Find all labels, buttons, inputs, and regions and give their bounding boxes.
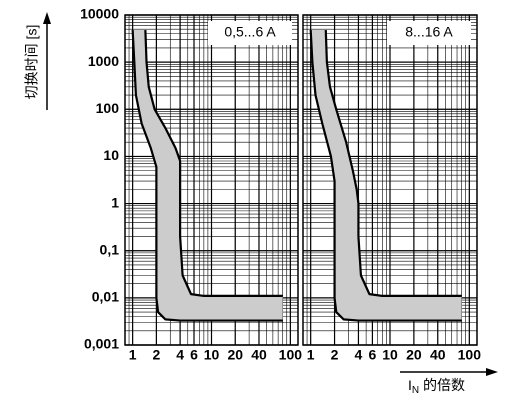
- x-axis-label-sub: N: [412, 385, 419, 396]
- y-tick-label: 100: [96, 100, 120, 116]
- x-tick-label: 40: [430, 347, 446, 363]
- x-tick-label: 4: [176, 347, 184, 363]
- x-tick-label: 2: [152, 347, 160, 363]
- x-tick-label: 20: [406, 347, 422, 363]
- x-tick-label: 100: [279, 347, 303, 363]
- panel-title: 0,5...6 A: [224, 24, 276, 40]
- x-axis-label-rest: 的倍数: [419, 377, 465, 393]
- band-boundary: [309, 29, 462, 322]
- y-tick-label: 0,001: [84, 336, 119, 352]
- y-tick-label: 0,01: [92, 289, 119, 305]
- x-tick-label: 1: [129, 347, 137, 363]
- x-tick-label: 40: [251, 347, 267, 363]
- x-tick-label: 1: [307, 347, 315, 363]
- panel-title-box: [387, 21, 471, 45]
- y-axis-label: 切换时间 [s]: [24, 25, 40, 100]
- x-axis-label: IN 的倍数: [408, 377, 465, 396]
- panel-title: 8...16 A: [405, 24, 453, 40]
- x-tick-label: 10: [204, 347, 220, 363]
- plot-frame: [302, 14, 478, 346]
- x-tick-label: 2: [331, 347, 339, 363]
- x-tick-label: 6: [369, 347, 377, 363]
- plot-frame: [124, 14, 299, 346]
- x-tick-label: 6: [190, 347, 198, 363]
- band-boundary: [144, 29, 283, 298]
- band-area: [132, 30, 283, 321]
- y-tick-label: 1: [111, 194, 119, 210]
- x-tick-label: 4: [355, 347, 363, 363]
- x-tick-label: 100: [458, 347, 482, 363]
- x-axis-arrowhead: [486, 368, 498, 376]
- band-area: [310, 30, 462, 321]
- x-tick-label: 10: [382, 347, 398, 363]
- y-tick-label: 0,1: [100, 241, 120, 257]
- y-tick-label: 10: [103, 147, 119, 163]
- x-tick-label: 20: [227, 347, 243, 363]
- y-axis-arrowhead: [43, 12, 51, 24]
- y-tick-label: 1000: [88, 53, 119, 69]
- y-tick-label: 10000: [80, 6, 119, 22]
- band-boundary: [324, 29, 462, 298]
- x-axis-label-main: I: [408, 377, 412, 393]
- panel-title-box: [208, 21, 292, 45]
- band-boundary: [131, 29, 283, 322]
